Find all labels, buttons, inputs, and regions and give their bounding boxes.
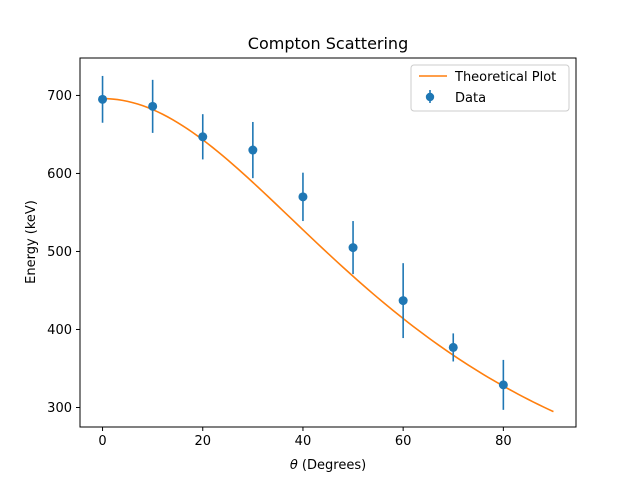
data-point	[348, 243, 358, 253]
y-tick-label: 700	[47, 89, 72, 104]
data-point	[198, 132, 208, 142]
plot-frame	[79, 57, 577, 428]
data-point	[298, 192, 308, 202]
y-tick-label: 500	[47, 245, 72, 260]
x-axis-label-symbol: θ	[290, 458, 298, 473]
plot-background	[80, 58, 576, 427]
x-axis-label-unit: (Degrees)	[298, 458, 366, 473]
data-point	[248, 145, 258, 155]
y-ticks: 300 400 500 600 700	[47, 89, 80, 416]
chart-title: Compton Scattering	[248, 34, 408, 53]
y-tick-label: 300	[47, 401, 72, 416]
data-point	[398, 296, 408, 306]
data-point	[498, 380, 508, 390]
legend-box	[410, 64, 570, 112]
y-tick-label: 600	[47, 167, 72, 182]
legend-theory-label: Theoretical Plot	[454, 70, 556, 85]
x-tick-label: 80	[495, 434, 512, 449]
data-point	[98, 94, 108, 104]
x-ticks: 0 20 40 60 80	[98, 427, 512, 449]
y-tick-label: 400	[47, 323, 72, 338]
data-point	[448, 342, 458, 352]
theory-curve-layer	[102, 97, 554, 413]
x-tick-label: 60	[395, 434, 412, 449]
data-points-layer	[98, 75, 508, 410]
y-axis-label: Energy (keV)	[24, 200, 39, 284]
data-point	[148, 101, 158, 111]
legend-data-label: Data	[455, 91, 486, 106]
legend-data-marker	[425, 92, 435, 102]
x-tick-label: 40	[295, 434, 312, 449]
x-axis-label: θ (Degrees)	[290, 458, 366, 473]
x-tick-label: 0	[98, 434, 106, 449]
legend: Theoretical Plot Data	[410, 64, 570, 112]
x-tick-label: 20	[194, 434, 211, 449]
theoretical-curve	[102, 97, 554, 413]
